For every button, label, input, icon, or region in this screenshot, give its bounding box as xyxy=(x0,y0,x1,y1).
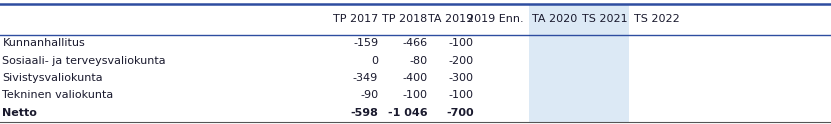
Text: -400: -400 xyxy=(402,73,427,83)
Text: -80: -80 xyxy=(409,56,427,66)
Text: -300: -300 xyxy=(449,73,474,83)
Text: Sivistysvaliokunta: Sivistysvaliokunta xyxy=(2,73,103,83)
Text: Tekninen valiokunta: Tekninen valiokunta xyxy=(2,91,114,100)
Text: TS 2021: TS 2021 xyxy=(582,14,627,24)
Text: -466: -466 xyxy=(402,38,427,48)
Text: -200: -200 xyxy=(449,56,474,66)
Text: TS 2022: TS 2022 xyxy=(634,14,680,24)
Text: Netto: Netto xyxy=(2,108,37,118)
Text: -100: -100 xyxy=(402,91,427,100)
Text: -349: -349 xyxy=(353,73,378,83)
Text: TA 2019: TA 2019 xyxy=(429,14,474,24)
Text: 0: 0 xyxy=(371,56,378,66)
Text: -159: -159 xyxy=(353,38,378,48)
Text: 2019 Enn.: 2019 Enn. xyxy=(467,14,524,24)
Text: TP 2018: TP 2018 xyxy=(382,14,427,24)
Text: TA 2020: TA 2020 xyxy=(533,14,578,24)
Bar xyxy=(529,4,629,122)
Text: TP 2017: TP 2017 xyxy=(333,14,378,24)
Text: -1 046: -1 046 xyxy=(387,108,427,118)
Text: Kunnanhallitus: Kunnanhallitus xyxy=(2,38,86,48)
Text: Sosiaali- ja terveysvaliokunta: Sosiaali- ja terveysvaliokunta xyxy=(2,56,166,66)
Text: -598: -598 xyxy=(350,108,378,118)
Text: -90: -90 xyxy=(360,91,378,100)
Text: -100: -100 xyxy=(449,91,474,100)
Text: -100: -100 xyxy=(449,38,474,48)
Text: -700: -700 xyxy=(446,108,474,118)
